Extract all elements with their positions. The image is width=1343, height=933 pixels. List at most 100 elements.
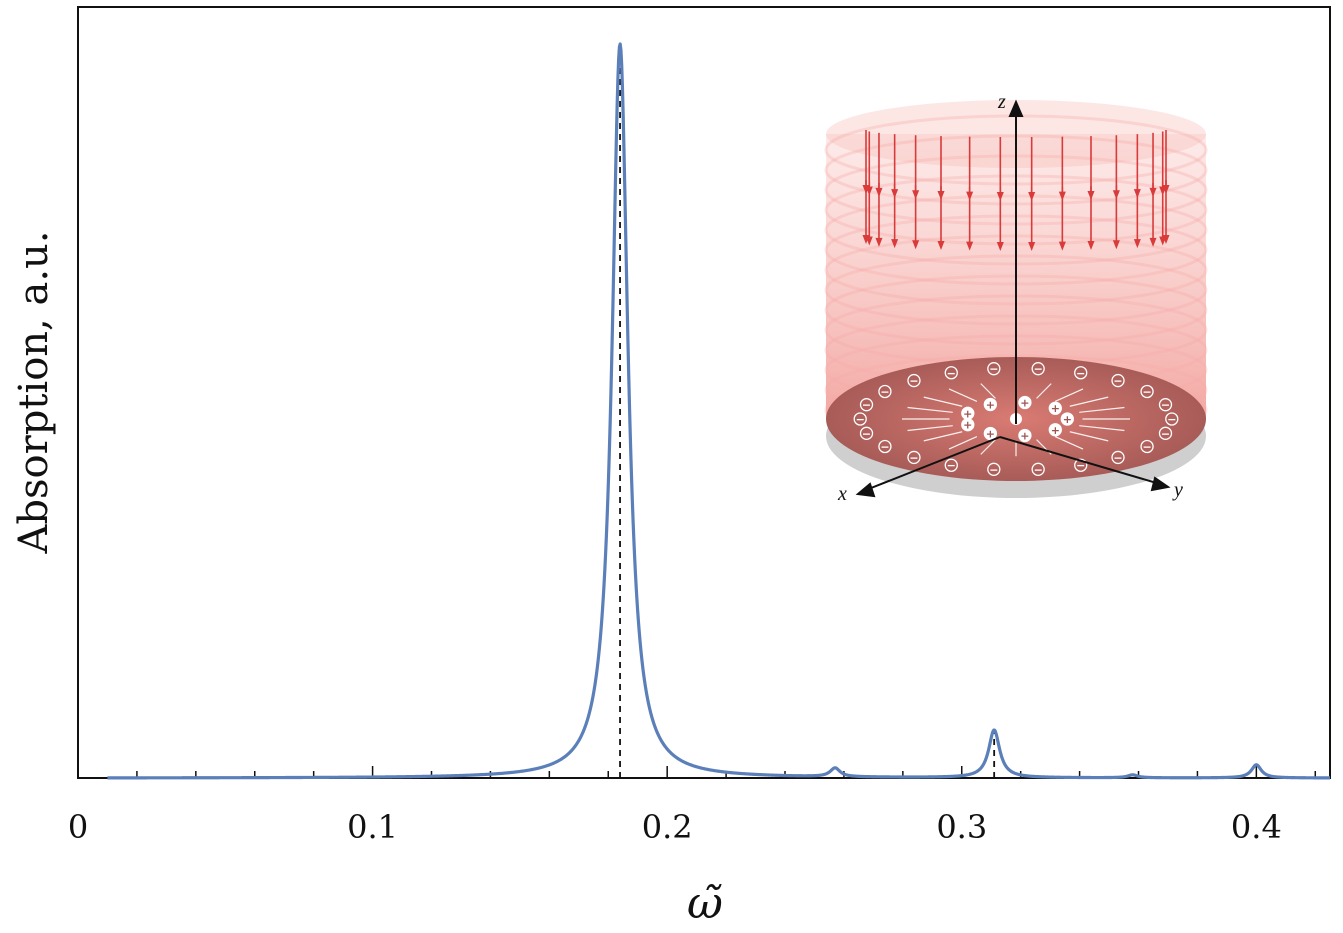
field-arrowhead bbox=[912, 240, 920, 250]
x-tick-label: 0.1 bbox=[347, 808, 398, 846]
negative-charge bbox=[878, 384, 892, 399]
charge-symbol: − bbox=[947, 367, 956, 380]
charge-symbol: − bbox=[947, 459, 956, 472]
charge-symbol: − bbox=[856, 413, 865, 426]
positive-charge bbox=[1018, 428, 1032, 443]
negative-charge bbox=[1111, 373, 1125, 388]
field-arrowhead bbox=[875, 237, 883, 247]
field-arrowhead bbox=[1112, 240, 1120, 250]
field-arrowhead bbox=[891, 239, 899, 249]
inset-y-label: y bbox=[1172, 479, 1183, 501]
charge-symbol: − bbox=[1113, 451, 1122, 464]
negative-charge bbox=[878, 439, 892, 454]
inset-x-arrowhead bbox=[855, 482, 876, 498]
negative-charge bbox=[1031, 462, 1045, 476]
field-arrowhead bbox=[865, 236, 873, 246]
x-tick-label: 0 bbox=[68, 808, 88, 846]
charge-symbol: − bbox=[909, 375, 918, 388]
negative-charge bbox=[1074, 458, 1088, 472]
negative-charge bbox=[907, 450, 921, 465]
inset-x-label: x bbox=[837, 483, 847, 505]
inset-field-arrows bbox=[862, 130, 1170, 251]
charge-symbol: + bbox=[1051, 424, 1060, 437]
field-arrowhead bbox=[1058, 241, 1066, 251]
charge-symbol: − bbox=[1076, 367, 1085, 380]
field-arrowhead bbox=[1133, 239, 1141, 249]
charge-symbol: − bbox=[989, 363, 998, 376]
charge-symbol: + bbox=[1051, 402, 1060, 415]
negative-charge bbox=[987, 462, 1001, 476]
peak-markers bbox=[619, 45, 996, 778]
x-tick-label: 0.2 bbox=[642, 808, 693, 846]
disk-field-arrow bbox=[907, 425, 953, 432]
negative-charge bbox=[944, 458, 958, 472]
charge-symbol: − bbox=[1161, 427, 1170, 440]
positive-charge bbox=[1060, 412, 1074, 426]
field-arrowhead bbox=[937, 241, 945, 251]
negative-charge bbox=[1111, 450, 1125, 465]
charge-symbol: − bbox=[909, 451, 918, 464]
x-tick-labels: 0 0.1 0.2 0.3 0.4 bbox=[68, 808, 1282, 846]
charge-symbol: + bbox=[986, 399, 995, 412]
positive-charge bbox=[1048, 401, 1062, 415]
disk-field-arrow bbox=[1079, 425, 1125, 432]
inset-y-arrowhead bbox=[1150, 476, 1171, 492]
disk-field-arrow bbox=[1054, 388, 1084, 402]
field-arrowhead bbox=[966, 241, 974, 251]
charge-symbol: − bbox=[862, 399, 871, 412]
negative-charge bbox=[907, 373, 921, 388]
x-axis-label: ω̃ bbox=[687, 878, 723, 929]
disk-field-arrow bbox=[948, 436, 978, 450]
positive-charge bbox=[1048, 423, 1062, 437]
disk-field-arrow bbox=[980, 439, 996, 455]
disk-field-arrow bbox=[1079, 406, 1125, 413]
charge-symbol: − bbox=[1076, 459, 1085, 472]
charge-symbol: + bbox=[1063, 413, 1072, 426]
disk-field-arrow bbox=[980, 383, 996, 399]
charge-symbol: − bbox=[989, 463, 998, 476]
negative-charge bbox=[1140, 439, 1154, 454]
positive-charge bbox=[1018, 395, 1032, 410]
negative-charge bbox=[859, 398, 874, 412]
inset-z-arrowhead bbox=[1008, 99, 1024, 117]
field-arrowhead bbox=[1028, 241, 1036, 251]
negative-charge bbox=[859, 426, 874, 440]
charge-symbol: − bbox=[862, 427, 871, 440]
x-tick-label: 0.3 bbox=[936, 808, 987, 846]
charge-symbol: − bbox=[1034, 463, 1043, 476]
field-arrowhead bbox=[1162, 235, 1170, 244]
negative-charge bbox=[944, 366, 958, 380]
charge-symbol: − bbox=[1113, 375, 1122, 388]
inset-illustration: −−−−−−−−−−−−−−−− − − −−−−+++++++ + + z x y bbox=[824, 91, 1208, 505]
disk-field-arrow bbox=[1069, 396, 1109, 407]
negative-charge bbox=[987, 362, 1001, 376]
negative-charge bbox=[1140, 384, 1154, 399]
field-arrowhead bbox=[996, 241, 1004, 251]
disk-field-arrow bbox=[1036, 383, 1052, 399]
charge-symbol: + bbox=[1020, 397, 1029, 410]
inset-disk-arrows bbox=[902, 381, 1130, 457]
disk-field-arrow bbox=[1069, 431, 1109, 442]
disk-field-arrow bbox=[1054, 436, 1084, 450]
charge-symbol: + bbox=[963, 419, 972, 432]
negative-charge bbox=[1158, 426, 1173, 440]
field-arrowhead bbox=[1087, 241, 1095, 251]
disk-field-arrow bbox=[923, 396, 963, 407]
negative-charge bbox=[1074, 366, 1088, 380]
series-line bbox=[106, 42, 1331, 780]
inset-axes bbox=[855, 99, 1171, 498]
negative-charge bbox=[853, 412, 867, 426]
charge-symbol: − bbox=[1142, 386, 1151, 399]
positive-charge bbox=[961, 406, 975, 420]
x-tick-label: 0.4 bbox=[1231, 808, 1282, 846]
charge-symbol: + bbox=[986, 427, 995, 440]
y-axis-label: Absorption, a.u. bbox=[11, 230, 57, 554]
charge-symbol: − bbox=[1034, 363, 1043, 376]
disk-field-arrow bbox=[948, 388, 978, 402]
plot-frame bbox=[77, 6, 1331, 779]
positive-charge bbox=[983, 397, 997, 412]
disk-field-arrow bbox=[923, 431, 963, 442]
charge-symbol: + bbox=[1020, 429, 1029, 442]
inset-charges: −−−−−−−−−−−−−−−− − − −−−−+++++++ + + bbox=[853, 362, 1179, 476]
